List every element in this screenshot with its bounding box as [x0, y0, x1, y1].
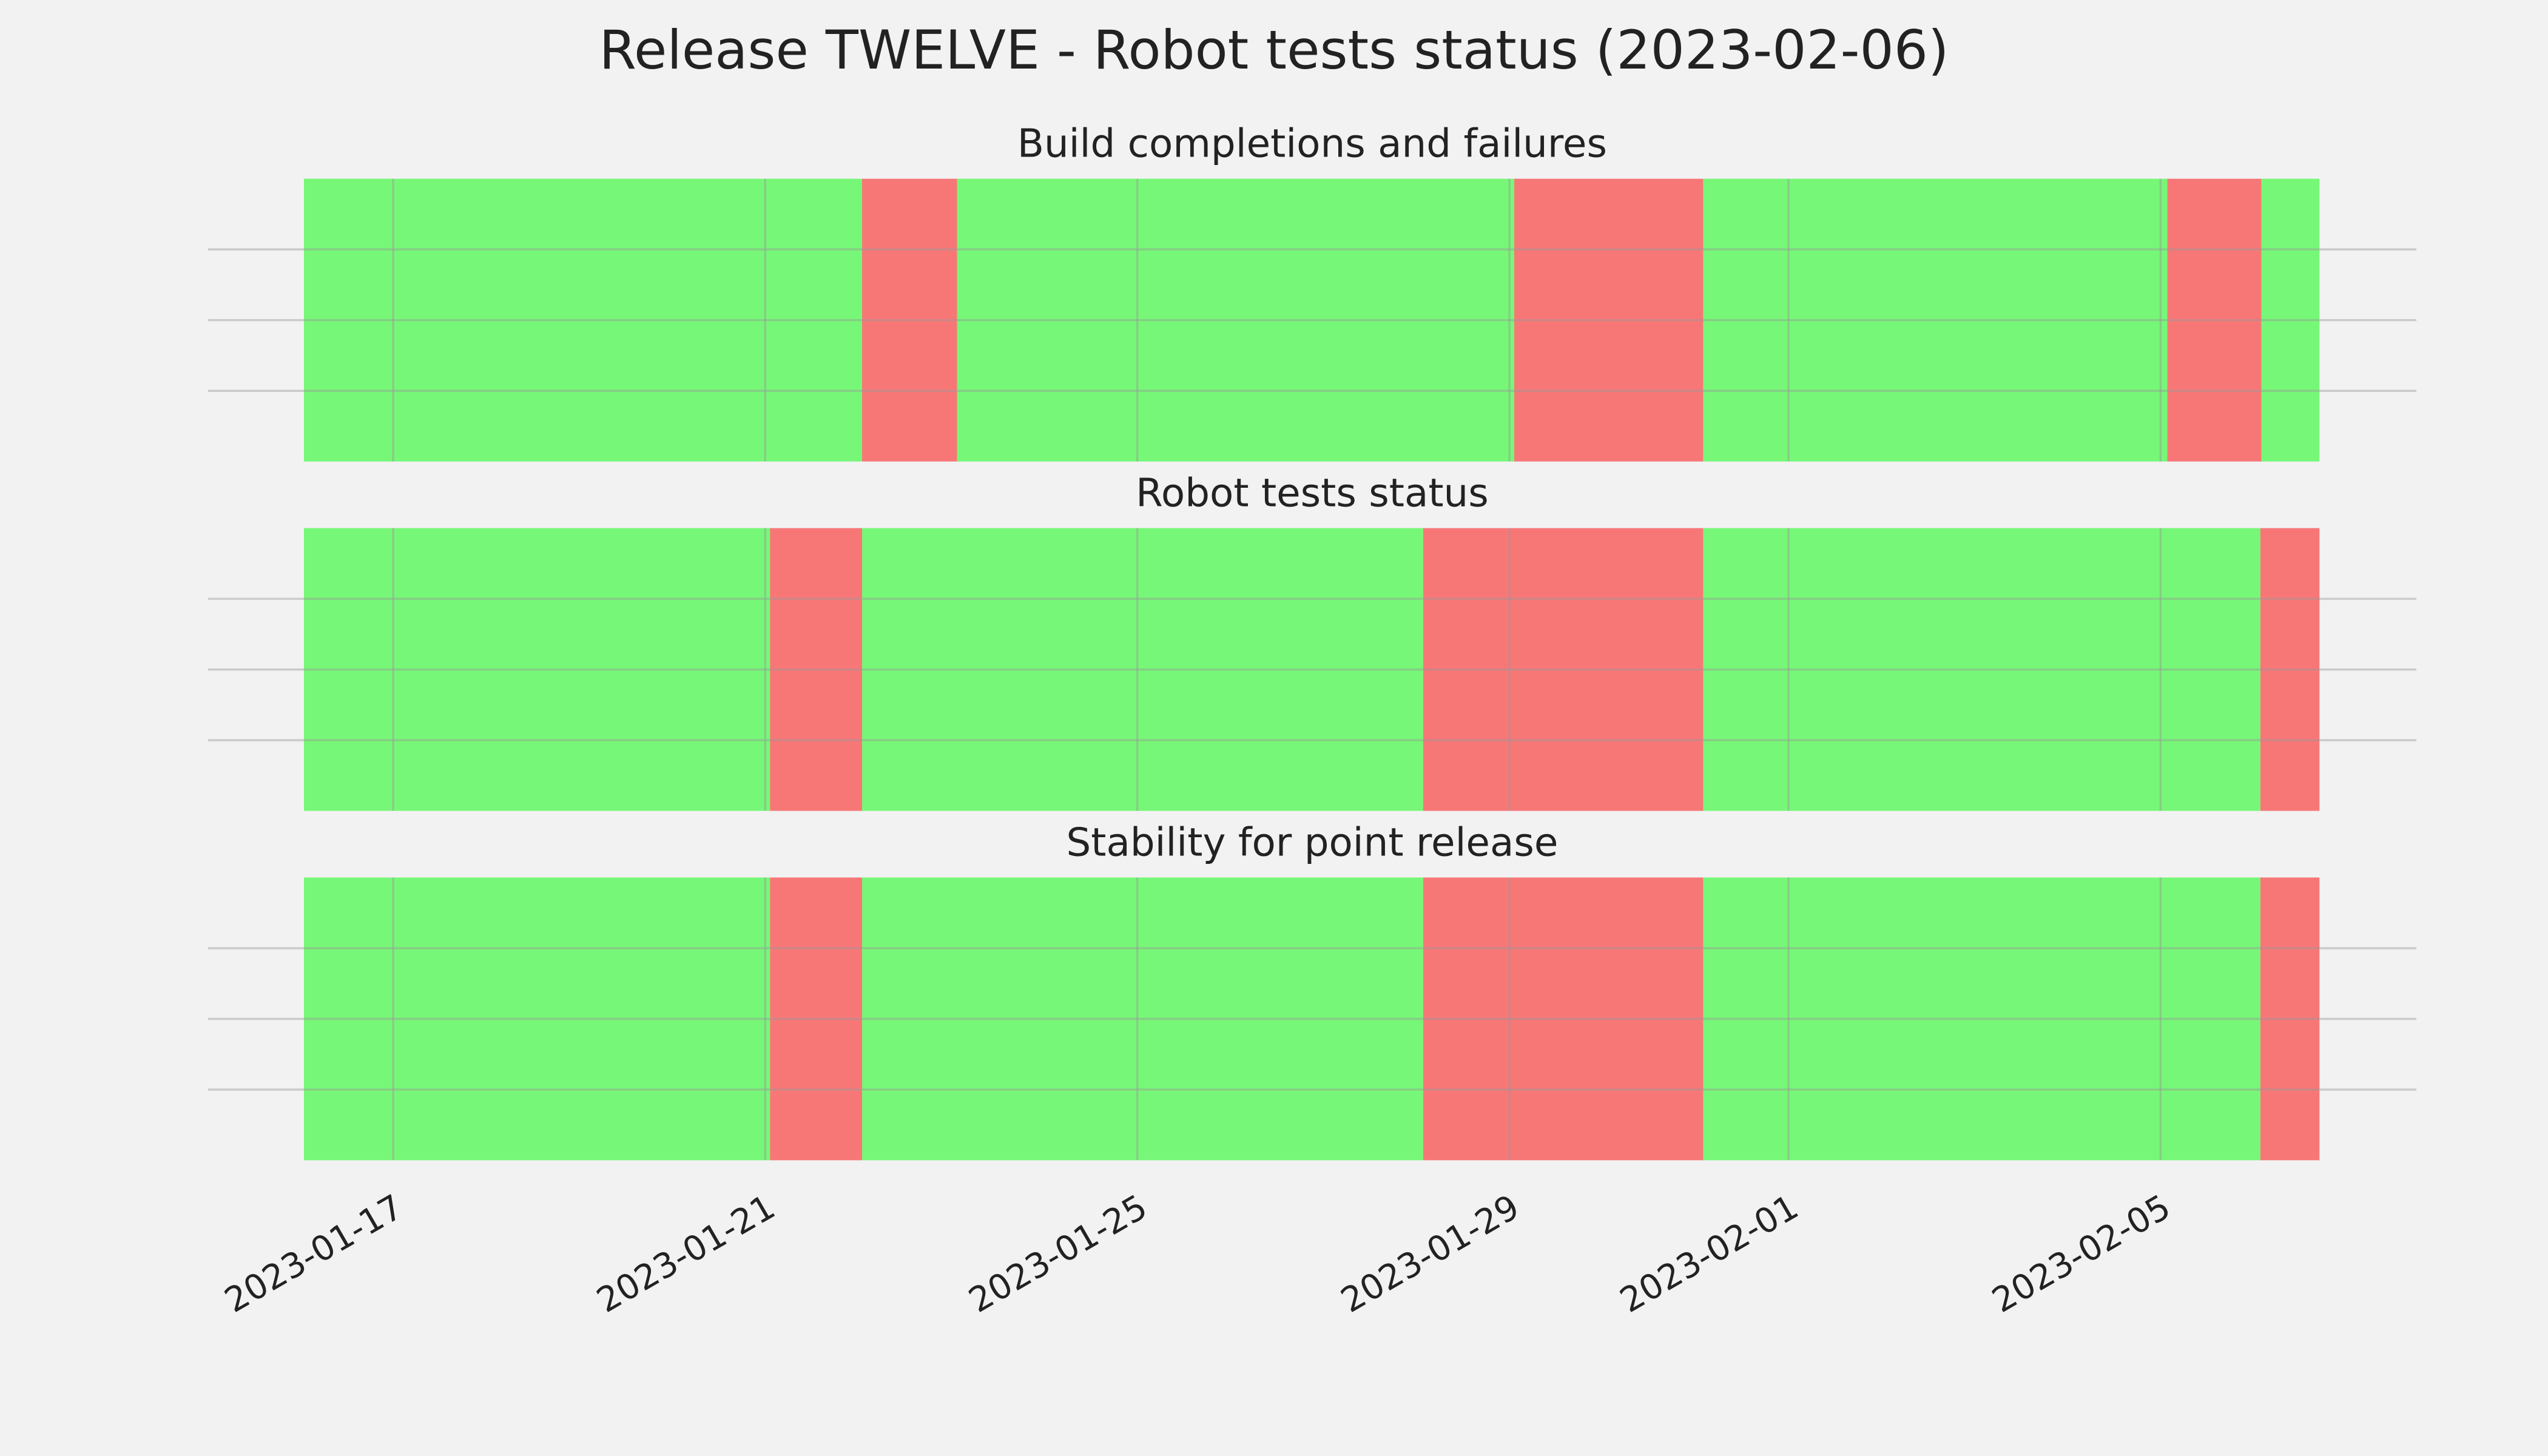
status-span	[2260, 528, 2320, 811]
panel-title: Stability for point release	[1067, 820, 1559, 865]
x-tick-label: 2023-01-25	[962, 1187, 1154, 1321]
status-span	[957, 178, 1514, 462]
status-span	[1703, 528, 2260, 811]
x-tick-label: 2023-02-05	[1986, 1187, 2177, 1321]
status-span	[862, 178, 957, 462]
x-tick-label: 2023-01-17	[218, 1187, 410, 1321]
x-tick-label: 2023-02-01	[1614, 1187, 1805, 1321]
x-tick-label: 2023-01-29	[1335, 1187, 1526, 1321]
status-span	[303, 877, 770, 1161]
status-span	[1703, 178, 2168, 462]
x-tick-label: 2023-01-21	[590, 1187, 782, 1321]
status-span	[770, 528, 863, 811]
status-span	[2261, 178, 2320, 462]
status-span	[2260, 877, 2320, 1161]
status-span	[1703, 877, 2260, 1161]
status-span	[862, 877, 1423, 1161]
panel-title: Build completions and failures	[1017, 121, 1607, 167]
status-span	[1423, 528, 1704, 811]
status-span	[303, 528, 770, 811]
status-span	[862, 528, 1423, 811]
status-span	[770, 877, 863, 1161]
status-span	[1514, 178, 1704, 462]
status-span	[303, 178, 863, 462]
status-span	[1423, 877, 1704, 1161]
status-span	[2167, 178, 2262, 462]
panel-title: Robot tests status	[1136, 471, 1489, 516]
chart-title: Release TWELVE - Robot tests status (202…	[599, 19, 1949, 81]
